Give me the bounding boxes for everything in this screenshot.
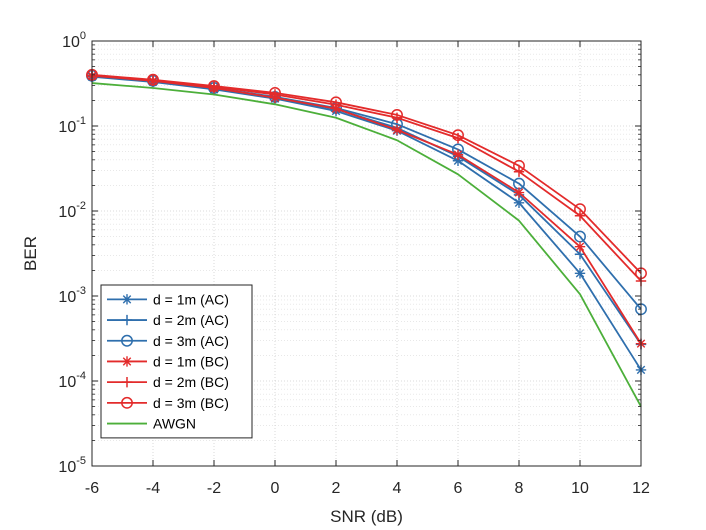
- legend-label: d = 1m (AC): [153, 291, 229, 307]
- circle-marker: [574, 203, 586, 216]
- x-tick-label: 2: [332, 480, 341, 497]
- legend-label: d = 1m (BC): [153, 353, 229, 369]
- x-tick-label: 8: [515, 480, 524, 497]
- legend: d = 1m (AC) d = 2m (AC) d = 3m (AC) d = 1m …: [100, 284, 253, 439]
- y-tick-label: 10-5: [58, 455, 86, 476]
- circle-marker: [269, 86, 281, 99]
- asterisk-marker: [121, 356, 133, 367]
- legend-item: d = 1m (AC): [107, 291, 229, 307]
- circle-marker: [391, 108, 403, 121]
- plus-marker: [574, 210, 586, 221]
- asterisk-marker: [452, 149, 464, 160]
- y-tick-label: 10-3: [58, 285, 86, 306]
- asterisk-marker: [121, 294, 133, 305]
- y-tick-label: 10-2: [58, 200, 86, 221]
- x-tick-label: -2: [207, 480, 221, 497]
- series-line: [91, 82, 642, 408]
- circle-marker: [513, 159, 525, 172]
- x-tick-label: 10: [571, 480, 589, 497]
- legend-label: d = 3m (AC): [153, 333, 229, 349]
- x-tick-label: -4: [146, 480, 160, 497]
- asterisk-marker: [513, 197, 525, 208]
- circle-marker: [208, 80, 220, 93]
- plus-marker: [121, 376, 133, 388]
- circle-marker: [121, 334, 133, 347]
- axis-ticks: [91, 40, 642, 467]
- legend-label: AWGN: [153, 416, 196, 432]
- asterisk-marker: [513, 187, 525, 198]
- x-tick-label: 6: [454, 480, 463, 497]
- x-tick-labels: -6 -4 -2 0 2 4 6 8 10 12: [85, 480, 650, 497]
- circle-marker: [452, 129, 464, 142]
- legend-label: d = 3m (BC): [153, 395, 229, 411]
- legend-item: d = 2m (BC): [107, 374, 229, 390]
- plot-frame: [91, 40, 642, 467]
- circle-marker: [121, 396, 133, 409]
- x-tick-label: 12: [632, 480, 650, 497]
- x-tick-label: 0: [271, 480, 280, 497]
- y-axis-label: BER: [21, 236, 40, 271]
- circle-marker: [147, 73, 159, 86]
- x-axis-label: SNR (dB): [330, 507, 403, 526]
- series-awgn: [91, 82, 642, 408]
- series-line: [91, 74, 642, 345]
- circle-marker: [330, 96, 342, 109]
- y-tick-labels: 100 10-1 10-2 10-3 10-4 10-5: [58, 30, 86, 476]
- asterisk-marker: [391, 124, 403, 136]
- asterisk-marker: [574, 241, 586, 252]
- x-tick-label: -6: [85, 480, 99, 497]
- legend-item: d = 2m (AC): [107, 312, 229, 328]
- series-line: [91, 73, 642, 274]
- y-tick-label: 100: [62, 30, 86, 51]
- series-d-3m-bc-: [86, 68, 647, 280]
- legend-item: AWGN: [107, 416, 196, 432]
- legend-item: d = 3m (BC): [107, 395, 229, 411]
- legend-label: d = 2m (AC): [153, 312, 229, 328]
- x-tick-label: 4: [393, 480, 402, 497]
- legend-label: d = 2m (BC): [153, 374, 229, 390]
- legend-item: d = 3m (AC): [107, 333, 229, 349]
- plus-marker: [121, 314, 133, 326]
- y-tick-label: 10-1: [58, 115, 86, 136]
- legend-item: d = 1m (BC): [107, 353, 229, 369]
- y-tick-label: 10-4: [58, 370, 86, 391]
- asterisk-marker: [574, 268, 586, 279]
